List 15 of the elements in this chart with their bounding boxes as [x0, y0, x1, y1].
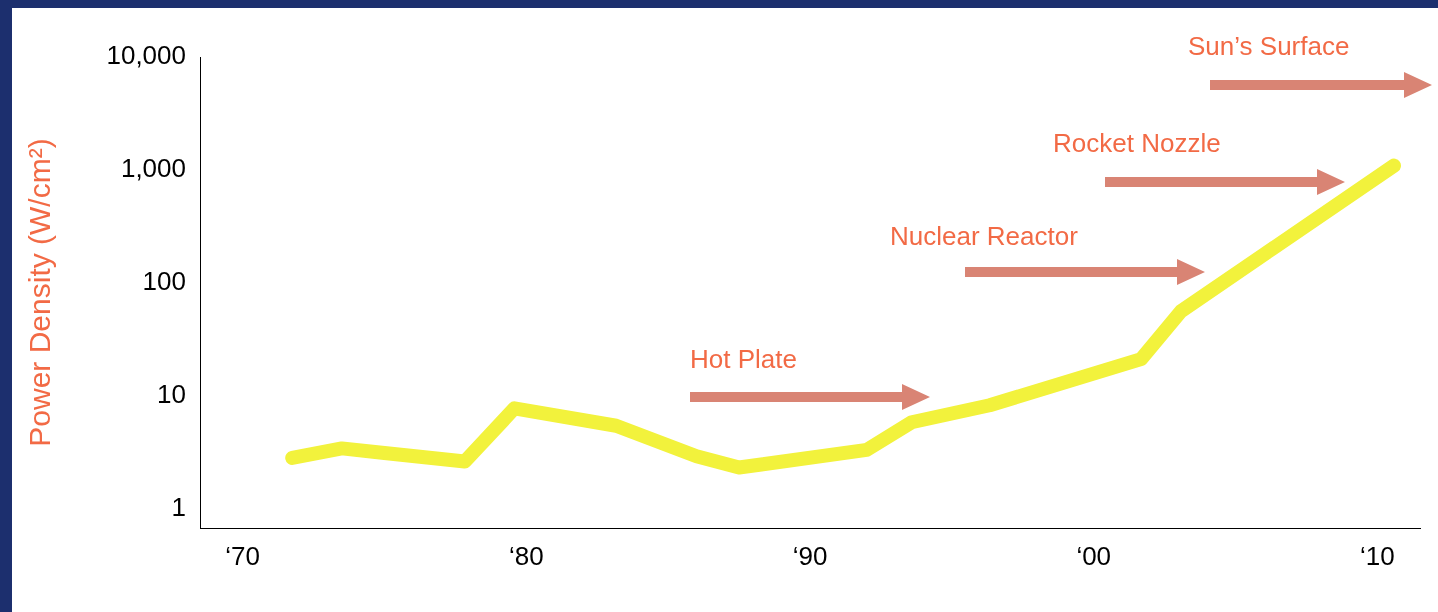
annotation: Nuclear Reactor: [890, 221, 1079, 251]
x-tick-label: ‘10: [1360, 540, 1395, 571]
y-tick-label: 10: [157, 378, 186, 409]
x-tick-label: ‘80: [508, 540, 544, 571]
annotation: Sun’s Surface: [1188, 31, 1350, 61]
y-tick-label: 1: [171, 491, 186, 522]
x-tick-label: ‘00: [1076, 540, 1112, 571]
x-tick-label: ‘90: [792, 540, 828, 571]
y-axis-title: Power Density (W/cm²): [23, 138, 57, 447]
y-tick-label: 10,000: [106, 40, 186, 71]
x-tick-label: ‘70: [225, 540, 260, 571]
y-tick-label: 100: [142, 265, 186, 296]
annotation: Rocket Nozzle: [1053, 128, 1221, 158]
y-tick-label: 1,000: [120, 153, 186, 184]
annotation: Hot Plate: [690, 344, 797, 374]
